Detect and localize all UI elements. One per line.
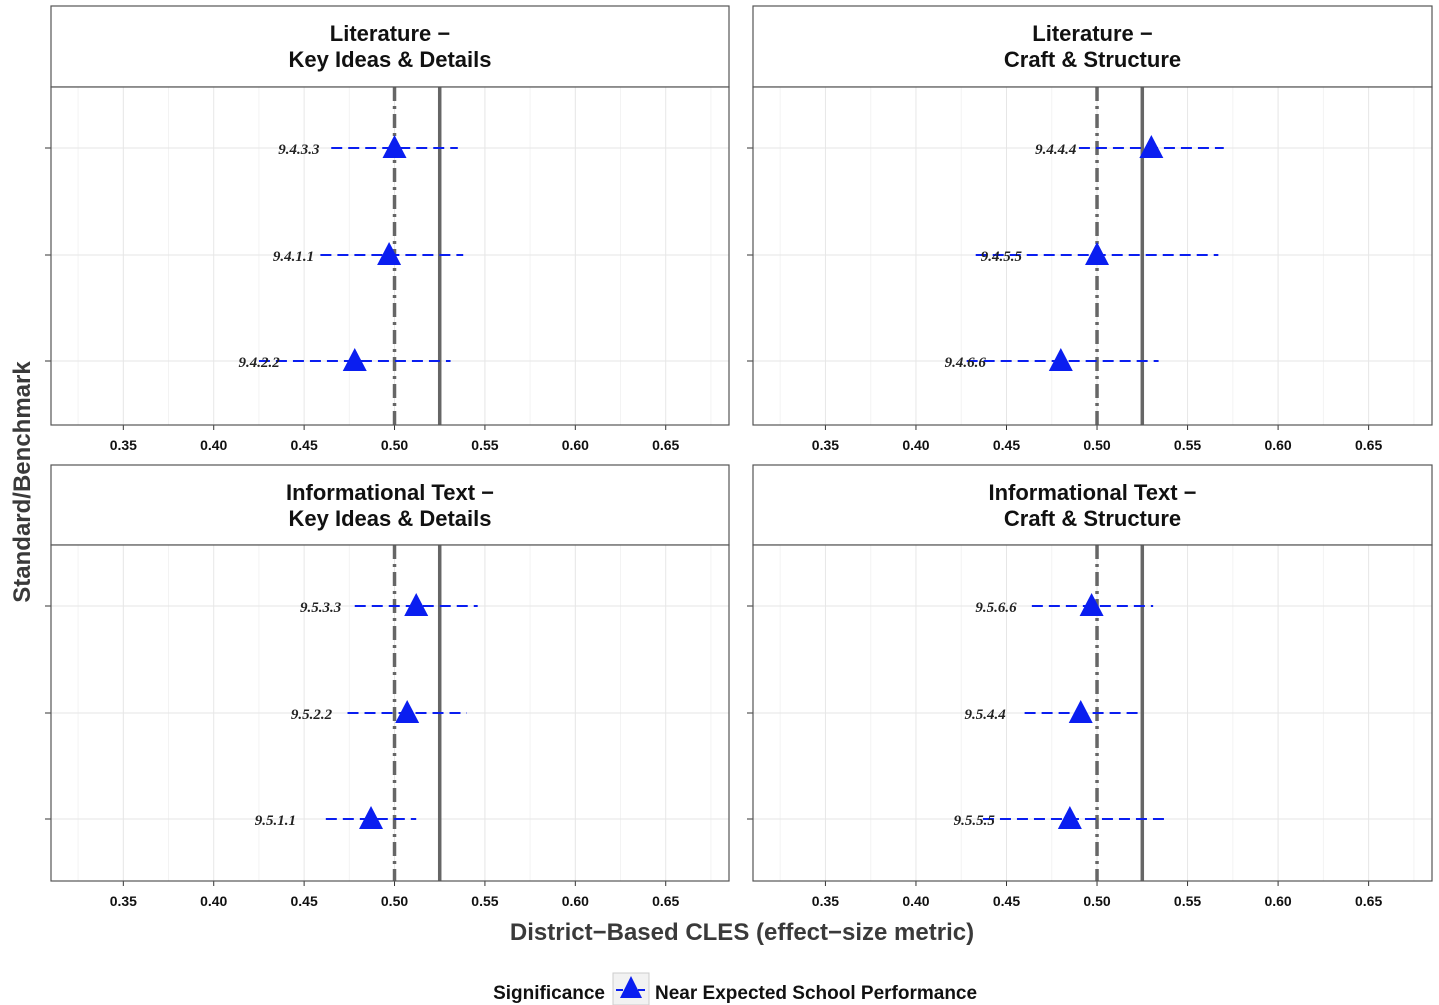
benchmark-label: 9.5.5.5 <box>954 813 996 829</box>
legend-triangle-marker <box>620 976 642 998</box>
facet-title-line: Craft & Structure <box>1004 47 1181 72</box>
facet-strip <box>752 464 1433 546</box>
x-tick-label: 0.55 <box>1174 893 1201 909</box>
triangle-marker <box>359 806 384 829</box>
facet-panel-1: Literature −Key Ideas & Details 0.35 0.40 0… <box>45 5 730 453</box>
benchmark-label: 9.4.4.4 <box>1035 142 1077 158</box>
triangle-marker <box>377 242 402 265</box>
benchmark-label: 9.4.2.2 <box>238 355 280 371</box>
facet-title-line: Literature − <box>1032 21 1152 46</box>
x-tick-label: 0.55 <box>471 893 498 909</box>
facet-title-line: Craft & Structure <box>1004 506 1181 531</box>
x-tick-label: 0.35 <box>812 893 839 909</box>
x-tick-label: 0.60 <box>1264 437 1291 453</box>
benchmark-label: 9.4.6.6 <box>945 355 987 371</box>
facet-strip <box>50 464 730 546</box>
x-tick-label: 0.60 <box>1264 893 1291 909</box>
benchmark-label: 9.4.1.1 <box>273 249 314 265</box>
x-tick-label: 0.45 <box>290 893 317 909</box>
triangle-marker <box>1139 135 1164 158</box>
triangle-marker <box>1057 806 1082 829</box>
facet-panel-4: Informational Text −Craft & Structure 0.3… <box>747 464 1433 909</box>
benchmark-label: 9.4.3.3 <box>278 142 320 158</box>
panel-border <box>752 86 1433 426</box>
panel-border <box>50 544 730 882</box>
x-tick-label: 0.40 <box>902 893 929 909</box>
x-tick-label: 0.65 <box>1355 437 1382 453</box>
facet-strip <box>50 5 730 88</box>
x-tick-label: 0.45 <box>290 437 317 453</box>
benchmark-label: 9.5.2.2 <box>291 707 333 723</box>
legend-title: Significance <box>493 983 605 1004</box>
legend: Significance Near Expected School Perfor… <box>493 972 977 1005</box>
triangle-marker <box>1079 593 1104 616</box>
x-tick-label: 0.65 <box>1355 893 1382 909</box>
facet-panel-3: Informational Text −Key Ideas & Details 0… <box>45 464 730 909</box>
triangle-marker <box>342 348 367 371</box>
benchmark-label: 9.4.5.5 <box>981 249 1023 265</box>
facet-panel-2: Literature −Craft & Structure 0.35 0.40 0.4… <box>747 5 1433 453</box>
y-axis-title: Standard/Benchmark <box>9 361 36 603</box>
panel-border <box>752 544 1433 882</box>
x-tick-label: 0.45 <box>993 437 1020 453</box>
x-tick-label: 0.65 <box>652 437 679 453</box>
x-tick-label: 0.35 <box>110 893 137 909</box>
x-axis-title: District−Based CLES (effect−size metric) <box>510 919 974 946</box>
benchmark-label: 9.5.4.4 <box>964 707 1006 723</box>
triangle-marker <box>1085 242 1110 265</box>
facet-strip <box>752 5 1433 88</box>
facet-title-line: Key Ideas & Details <box>289 506 492 531</box>
x-tick-label: 0.40 <box>200 437 227 453</box>
x-tick-label: 0.40 <box>902 437 929 453</box>
facet-title-line: Informational Text − <box>988 480 1196 505</box>
triangle-marker <box>404 593 429 616</box>
x-tick-label: 0.50 <box>1083 437 1110 453</box>
benchmark-label: 9.5.1.1 <box>255 813 296 829</box>
facet-title-line: Informational Text − <box>286 480 494 505</box>
x-tick-label: 0.55 <box>1174 437 1201 453</box>
facet-title-line: Key Ideas & Details <box>289 47 492 72</box>
x-tick-label: 0.35 <box>812 437 839 453</box>
triangle-marker <box>1068 700 1093 723</box>
x-tick-label: 0.50 <box>1083 893 1110 909</box>
x-tick-label: 0.60 <box>562 437 589 453</box>
benchmark-label: 9.5.3.3 <box>300 600 342 616</box>
triangle-marker <box>382 135 407 158</box>
triangle-marker <box>1048 348 1073 371</box>
x-tick-label: 0.50 <box>381 893 408 909</box>
panel-border <box>50 86 730 426</box>
legend-entry-label: Near Expected School Performance <box>655 983 977 1004</box>
x-tick-label: 0.50 <box>381 437 408 453</box>
x-tick-label: 0.55 <box>471 437 498 453</box>
facet-title-line: Literature − <box>330 21 450 46</box>
x-tick-label: 0.40 <box>200 893 227 909</box>
triangle-marker <box>395 700 420 723</box>
benchmark-label: 9.5.6.6 <box>975 600 1017 616</box>
x-tick-label: 0.45 <box>993 893 1020 909</box>
x-tick-label: 0.65 <box>652 893 679 909</box>
x-tick-label: 0.35 <box>110 437 137 453</box>
x-tick-label: 0.60 <box>562 893 589 909</box>
